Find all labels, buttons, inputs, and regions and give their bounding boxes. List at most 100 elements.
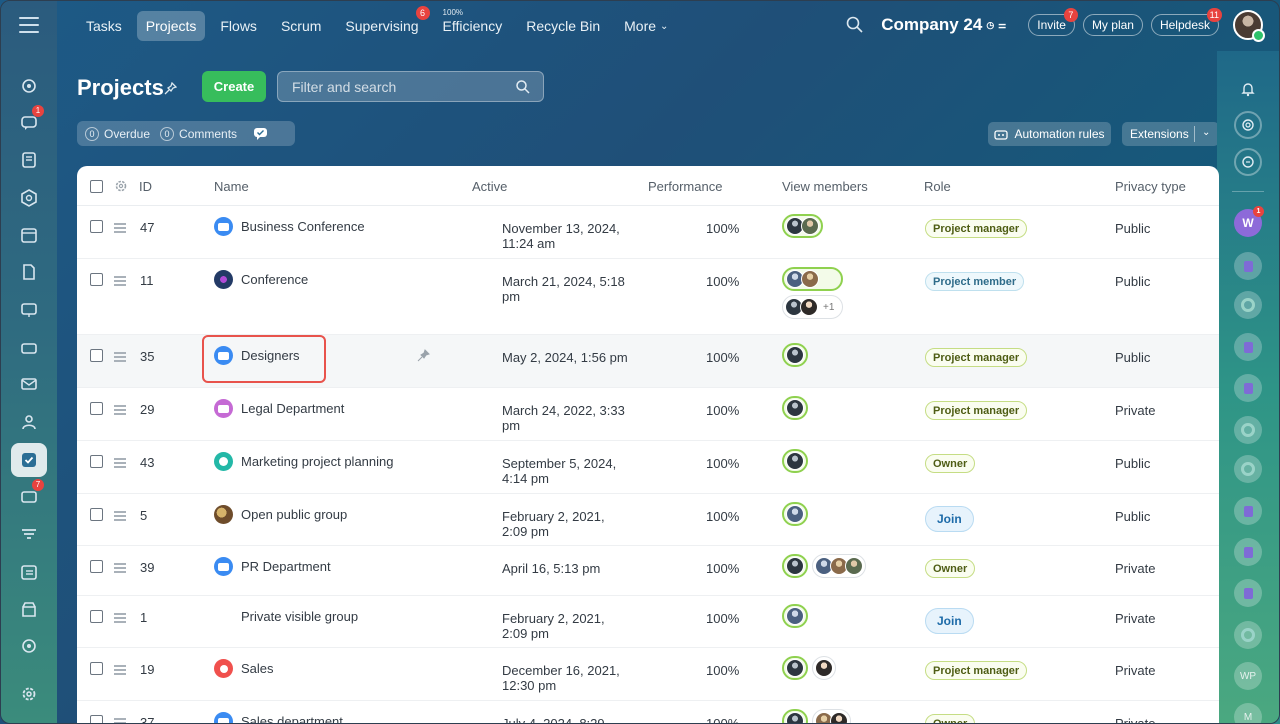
read-all-icon[interactable] bbox=[253, 126, 268, 141]
chat-avatar-m[interactable]: M bbox=[1234, 703, 1262, 723]
row-checkbox[interactable] bbox=[90, 715, 103, 723]
row-checkbox[interactable] bbox=[90, 508, 103, 521]
search-icon[interactable] bbox=[845, 15, 865, 35]
drag-handle-icon[interactable] bbox=[114, 718, 126, 723]
select-all-checkbox[interactable] bbox=[90, 180, 103, 193]
members-list[interactable] bbox=[782, 604, 808, 628]
invite-button[interactable]: Invite 7 bbox=[1028, 8, 1078, 36]
nav-efficiency[interactable]: 100% Efficiency bbox=[434, 8, 512, 41]
member-group[interactable] bbox=[812, 709, 851, 723]
row-checkbox[interactable] bbox=[90, 220, 103, 233]
table-row[interactable]: 29 Legal Department March 24, 2022, 3:33… bbox=[77, 388, 1219, 441]
sidebar-item-feed2[interactable]: 7 bbox=[11, 479, 47, 514]
table-row[interactable]: 35 Designers May 2, 2024, 1:56 pm 100% P… bbox=[77, 335, 1219, 388]
member-group[interactable] bbox=[782, 214, 823, 238]
row-checkbox[interactable] bbox=[90, 273, 103, 286]
chat-item[interactable] bbox=[1234, 538, 1262, 566]
helpdesk-button[interactable]: Helpdesk 11 bbox=[1150, 8, 1222, 36]
member-group[interactable] bbox=[782, 656, 808, 680]
sidebar-item-planner[interactable] bbox=[11, 555, 47, 589]
sidebar-item-store[interactable] bbox=[11, 592, 47, 626]
column-performance[interactable]: Performance bbox=[648, 179, 723, 194]
project-name[interactable]: Designers bbox=[241, 348, 300, 363]
join-button[interactable]: Join bbox=[925, 506, 974, 532]
column-role[interactable]: Role bbox=[924, 179, 951, 194]
chat-item[interactable] bbox=[1234, 455, 1262, 483]
column-members[interactable]: View members bbox=[782, 179, 868, 194]
table-row[interactable]: 19 Sales December 16, 2021, 12:30 pm 100… bbox=[77, 648, 1219, 701]
comments-counter[interactable]: 0 Comments bbox=[160, 126, 237, 141]
member-group[interactable] bbox=[782, 449, 808, 473]
row-checkbox[interactable] bbox=[90, 662, 103, 675]
sidebar-item-employees[interactable] bbox=[11, 405, 47, 439]
row-checkbox[interactable] bbox=[90, 455, 103, 468]
table-row[interactable]: 37 Sales department July 4, 2024, 8:29 1… bbox=[77, 701, 1219, 723]
column-name[interactable]: Name bbox=[214, 179, 249, 194]
column-active[interactable]: Active bbox=[472, 179, 508, 194]
drag-handle-icon[interactable] bbox=[114, 458, 126, 468]
company-name[interactable]: Company 24 ◷ ⚌ bbox=[881, 15, 1006, 35]
nav-supervising[interactable]: Supervising 6 bbox=[336, 6, 430, 41]
table-row[interactable]: 5 Open public group February 2, 2021, 2:… bbox=[77, 494, 1219, 546]
member-group[interactable] bbox=[782, 554, 808, 578]
chat-item[interactable] bbox=[1234, 333, 1262, 361]
member-group[interactable]: +1 bbox=[782, 295, 844, 319]
chat-avatar-wp[interactable]: WP bbox=[1234, 662, 1262, 690]
member-group[interactable] bbox=[782, 267, 844, 291]
row-checkbox[interactable] bbox=[90, 560, 103, 573]
copilot-button[interactable] bbox=[1234, 111, 1262, 139]
drag-handle-icon[interactable] bbox=[114, 352, 126, 362]
members-list[interactable] bbox=[782, 656, 836, 680]
chat-item[interactable] bbox=[1234, 374, 1262, 402]
members-list[interactable] bbox=[782, 554, 866, 578]
chat-item[interactable] bbox=[1234, 579, 1262, 607]
sidebar-item-calendar[interactable] bbox=[11, 218, 47, 252]
nav-recycle-bin[interactable]: Recycle Bin bbox=[517, 11, 609, 41]
nav-flows[interactable]: Flows bbox=[211, 11, 266, 41]
members-list[interactable] bbox=[782, 449, 808, 473]
extensions-button[interactable]: Extensions ⌄ bbox=[1122, 122, 1219, 146]
table-row[interactable]: 39 PR Department April 16, 5:13 pm 100% … bbox=[77, 546, 1219, 596]
sidebar-item-chat[interactable]: 1 bbox=[11, 105, 47, 140]
member-group[interactable] bbox=[782, 396, 808, 420]
gear-icon[interactable] bbox=[114, 179, 128, 193]
overdue-counter[interactable]: 0 Overdue bbox=[85, 126, 150, 141]
sidebar-item-collab[interactable] bbox=[11, 69, 47, 103]
row-checkbox[interactable] bbox=[90, 402, 103, 415]
project-name[interactable]: Legal Department bbox=[241, 401, 345, 416]
table-row[interactable]: 43 Marketing project planning September … bbox=[77, 441, 1219, 494]
table-row[interactable]: 1 Private visible group February 2, 2021… bbox=[77, 596, 1219, 648]
members-list[interactable] bbox=[782, 343, 808, 367]
chevron-down-icon[interactable]: ⌄ bbox=[1202, 127, 1211, 138]
member-group[interactable] bbox=[812, 554, 866, 578]
sidebar-item-groups[interactable] bbox=[11, 181, 47, 215]
menu-icon[interactable] bbox=[19, 17, 39, 33]
sidebar-item-docs[interactable] bbox=[11, 255, 47, 289]
my-plan-button[interactable]: My plan bbox=[1082, 14, 1143, 36]
sidebar-item-settings[interactable] bbox=[11, 677, 47, 711]
column-privacy[interactable]: Privacy type bbox=[1115, 179, 1186, 194]
sidebar-item-feed[interactable] bbox=[11, 143, 47, 177]
notifications-button[interactable] bbox=[1234, 75, 1262, 103]
user-avatar[interactable] bbox=[1233, 10, 1265, 42]
drag-handle-icon[interactable] bbox=[114, 613, 126, 623]
chat-item[interactable] bbox=[1234, 621, 1262, 649]
members-list[interactable] bbox=[782, 502, 808, 526]
member-group[interactable] bbox=[812, 656, 836, 680]
search-icon[interactable] bbox=[515, 79, 531, 95]
sidebar-item-goals[interactable] bbox=[11, 629, 47, 663]
drag-handle-icon[interactable] bbox=[114, 223, 126, 233]
row-checkbox[interactable] bbox=[90, 610, 103, 623]
search-input[interactable]: Filter and search bbox=[277, 71, 544, 102]
project-name[interactable]: Open public group bbox=[241, 507, 348, 522]
project-name[interactable]: Business Conference bbox=[241, 219, 365, 234]
row-checkbox[interactable] bbox=[90, 349, 103, 362]
member-group[interactable] bbox=[782, 502, 808, 526]
members-list[interactable] bbox=[782, 709, 851, 723]
join-button[interactable]: Join bbox=[925, 608, 974, 634]
member-group[interactable] bbox=[782, 343, 808, 367]
automation-rules-button[interactable]: Automation rules bbox=[988, 122, 1111, 146]
nav-projects[interactable]: Projects bbox=[136, 11, 206, 41]
sidebar-item-crm[interactable] bbox=[11, 331, 47, 365]
drag-handle-icon[interactable] bbox=[114, 276, 126, 286]
